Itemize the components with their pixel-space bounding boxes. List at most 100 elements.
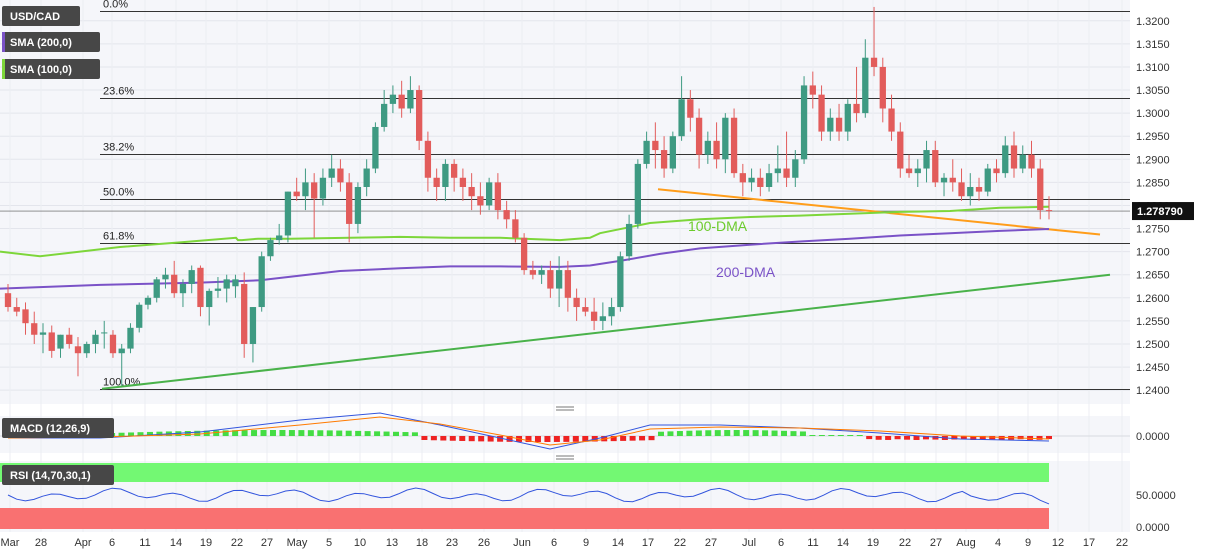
sma100-tag-text: SMA (100,0) [10, 64, 72, 76]
macd-histogram-bar [667, 431, 674, 436]
candle-body [48, 332, 55, 351]
rsi-tick-label: 0.0000 [1136, 522, 1170, 534]
price-panel [0, 0, 1130, 404]
macd-histogram-bar [194, 430, 201, 436]
x-tick-label: 22 [674, 537, 686, 549]
candle-body [433, 177, 440, 187]
candle-body [678, 99, 685, 137]
y-tick-label: 1.2500 [1136, 339, 1170, 351]
macd-histogram-bar [232, 430, 239, 436]
y-tick-label: 1.2550 [1136, 316, 1170, 328]
candle-body [214, 288, 222, 291]
macd-histogram-bar [525, 436, 532, 442]
macd-histogram-bar [402, 432, 409, 436]
candle-body [337, 168, 344, 183]
candle-body [1002, 145, 1009, 174]
candle-body [932, 150, 939, 183]
macd-histogram-bar [506, 436, 513, 442]
macd-histogram-bar [686, 430, 693, 436]
x-tick-label: 26 [478, 537, 490, 549]
trend-lines: 100-DMA 200-DMA [0, 188, 1111, 390]
macd-histogram-bar [866, 436, 873, 440]
macd-histogram-bar [430, 436, 437, 441]
candle-body [660, 150, 668, 169]
rsi-line [7, 487, 1050, 505]
candle-body [695, 117, 703, 155]
candle-body [389, 94, 397, 104]
candle-body [774, 168, 781, 174]
x-tick-label: Jul [742, 537, 756, 549]
x-tick-label: 17 [1083, 537, 1095, 549]
x-tick-label: 5 [326, 537, 332, 549]
x-tick-label: Aug [956, 537, 976, 549]
macd-tag-text: MACD (12,26,9) [10, 423, 90, 435]
macd-histogram-bar [922, 436, 929, 440]
rsi-tag: RSI (14,70,30,1) [2, 465, 114, 485]
sma200-tag-bg [2, 32, 100, 52]
sma100-line [0, 205, 1050, 258]
candle-body [967, 186, 974, 197]
macd-histogram-bar [610, 436, 617, 442]
candle-body [608, 307, 615, 317]
macd-histogram-bar [251, 430, 258, 436]
candle-body [984, 168, 991, 192]
candles [4, 6, 1053, 386]
candle-body [713, 140, 720, 160]
candle-body [792, 159, 799, 178]
candle-body [398, 94, 405, 109]
macd-histogram-bar [317, 430, 324, 436]
x-tick-label: 13 [386, 537, 398, 549]
macd-histogram-bar [913, 436, 920, 440]
sma100-tag-bg [2, 59, 100, 79]
grid-lines [0, 0, 1130, 532]
macd-histogram-bar [553, 436, 560, 442]
candle-body [223, 279, 230, 289]
x-tick-label: May [287, 537, 308, 549]
y-tick-label: 1.2950 [1136, 131, 1170, 143]
candle-body [914, 168, 921, 174]
candle-body [293, 191, 300, 197]
macd-histogram-bar [393, 431, 400, 436]
instrument-tag-bg [2, 6, 80, 26]
x-tick-label: 14 [837, 537, 849, 549]
candle-body [1010, 145, 1018, 169]
y-tick-label: 1.3200 [1136, 16, 1170, 28]
candle-body [599, 316, 607, 321]
sma200-tag-swatch [2, 32, 5, 52]
candle-body [485, 182, 493, 206]
candle-body [407, 90, 414, 109]
macd-histogram-bar [828, 435, 835, 436]
candle-body [940, 177, 948, 183]
candle-body [328, 168, 335, 178]
macd-histogram-bar [468, 436, 475, 442]
candle-body [862, 57, 869, 114]
rsi-tag-bg [2, 465, 114, 485]
support-trendline [101, 273, 1111, 390]
macd-histogram-bar [724, 430, 731, 436]
candle-body [118, 348, 125, 354]
macd-histogram-bar [676, 431, 683, 436]
candle-body [92, 334, 99, 344]
macd-histogram-bar [128, 432, 135, 436]
x-tick-label: 28 [35, 537, 47, 549]
macd-histogram-bar [118, 432, 125, 436]
macd-histogram-bar [771, 430, 778, 436]
candle-body [363, 168, 370, 187]
candle-body [1045, 210, 1053, 212]
macd-histogram-bar [137, 432, 144, 436]
candle-body [722, 117, 729, 160]
macd-histogram-bar [837, 435, 844, 436]
candle-body [905, 168, 913, 174]
rsi-bands [0, 463, 1049, 529]
overlay-labels: USD/CAD SMA (200,0) SMA (100,0) MACD (12,26… [2, 6, 1194, 485]
candle-body [617, 256, 624, 308]
candle-body [879, 66, 886, 109]
rsi-tick-label: 50.0000 [1136, 490, 1176, 502]
last-price-tag [1132, 202, 1194, 221]
candle-body [512, 219, 519, 238]
x-tick-label: 19 [200, 537, 212, 549]
macd-histogram-bar [951, 436, 958, 440]
y-tick-label: 1.2600 [1136, 293, 1170, 305]
x-tick-label: Mar [1, 537, 20, 549]
macd-histogram-bar [411, 432, 418, 436]
